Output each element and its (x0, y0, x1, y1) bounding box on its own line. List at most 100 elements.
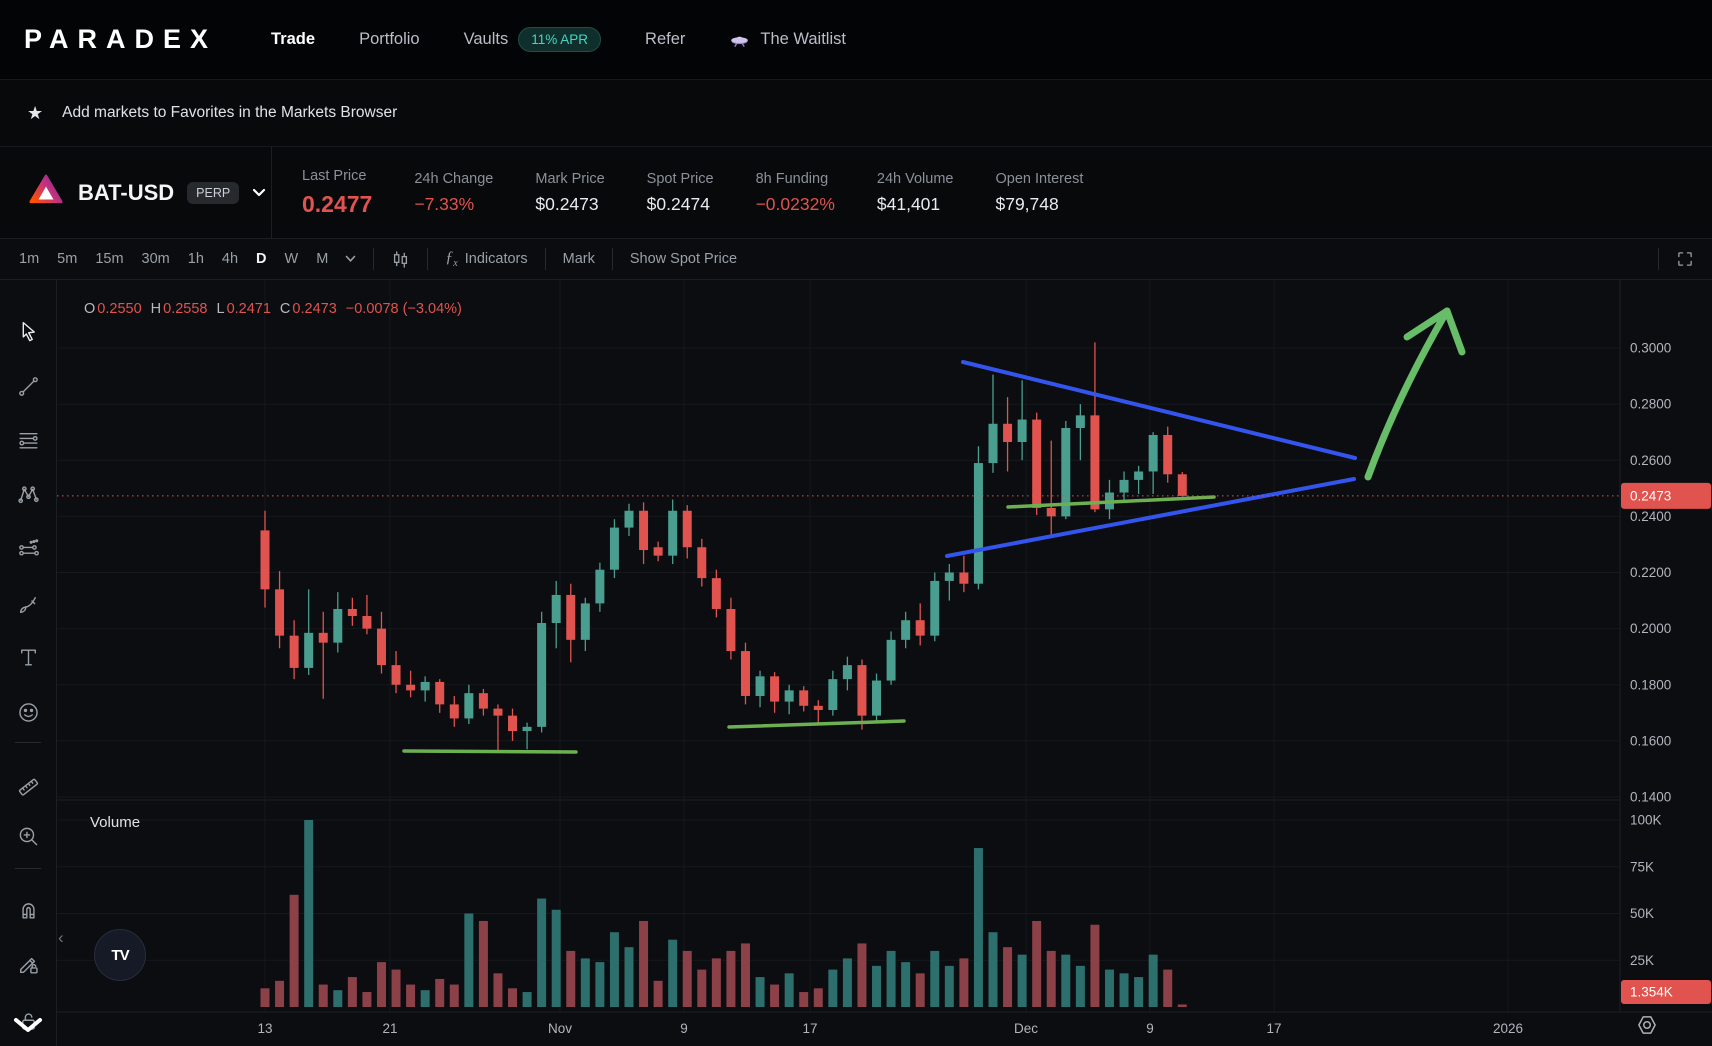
stat-mark-price: Mark Price $0.2473 (535, 171, 604, 215)
svg-text:0.2800: 0.2800 (1630, 397, 1671, 412)
chevron-down-icon[interactable] (252, 184, 266, 202)
nav-item-refer[interactable]: Refer (645, 30, 685, 49)
timeframe-30m[interactable]: 30m (141, 251, 170, 267)
symbol-name: BAT-USD (78, 179, 175, 205)
stat-value: $0.2474 (646, 193, 710, 214)
stat-label: Mark Price (535, 170, 605, 187)
apr-badge: 11% APR (518, 27, 602, 52)
fib-retracement-icon[interactable] (11, 423, 45, 457)
candle-style-button[interactable] (383, 239, 418, 279)
stat-value: $41,401 (876, 193, 941, 214)
stat-value: $79,748 (995, 193, 1059, 214)
drawing-lock-icon[interactable] (11, 947, 45, 981)
timeframe-5m[interactable]: 5m (57, 251, 78, 267)
svg-text:1.354K: 1.354K (1630, 985, 1673, 1000)
timeframe-m[interactable]: M (316, 251, 329, 267)
svg-text:2026: 2026 (1493, 1021, 1523, 1036)
nav-item-portfolio[interactable]: Portfolio (359, 30, 420, 49)
chevron-down-icon[interactable] (12, 1018, 44, 1038)
volume-bars-layer (260, 820, 1187, 1007)
rail-divider (15, 868, 41, 869)
stat-value: $0.2473 (535, 193, 599, 214)
rail-divider (15, 742, 41, 743)
toolbar-separator (373, 248, 375, 270)
pane-borders (0, 280, 1712, 1013)
market-type-badge: PERP (187, 181, 240, 204)
svg-text:9: 9 (1146, 1021, 1154, 1036)
brush-icon[interactable] (11, 587, 45, 621)
fullscreen-icon[interactable] (1668, 250, 1702, 268)
support-line-1 (402, 749, 578, 754)
stat-label: Last Price (302, 167, 367, 184)
star-icon: ★ (27, 102, 44, 123)
chart-toolbar: 1m 5m 15m 30m 1h 4h D W M ƒx Indicators Mark Sho… (0, 238, 1712, 280)
timeframe-1h[interactable]: 1h (187, 251, 204, 267)
svg-text:0.2600: 0.2600 (1630, 453, 1671, 468)
svg-text:0.1400: 0.1400 (1630, 790, 1671, 805)
indicators-button[interactable]: ƒx Indicators (445, 248, 528, 270)
market-selector[interactable]: BAT-USD PERP (0, 147, 272, 238)
show-spot-price-toggle[interactable]: Show Spot Price (629, 251, 738, 267)
zoom-in-icon[interactable] (11, 819, 45, 853)
stat-label: Spot Price (646, 170, 714, 187)
axis-settings-gear-icon[interactable] (1634, 1012, 1660, 1043)
toolbar-separator (611, 248, 613, 270)
breakout-arrow-shaft (1364, 307, 1451, 481)
toolbar-separator (427, 248, 429, 270)
svg-text:0.1600: 0.1600 (1630, 733, 1671, 748)
text-icon[interactable] (11, 640, 45, 674)
pennant-lower-trendline (945, 477, 1356, 558)
nav-item-trade[interactable]: Trade (271, 30, 315, 49)
nav-item-vaults[interactable]: Vaults 11% APR (464, 27, 602, 52)
svg-text:0.3000: 0.3000 (1630, 341, 1671, 356)
nav-item-label: The Waitlist (760, 30, 846, 48)
mark-price-toggle[interactable]: Mark (562, 251, 595, 267)
breakout-arrow-barb-left (1403, 307, 1451, 341)
svg-text:25K: 25K (1630, 953, 1654, 968)
timeframe-1m[interactable]: 1m (19, 251, 40, 267)
stat-open-interest: Open Interest $79,748 (995, 171, 1083, 215)
timeframe-d[interactable]: D (256, 251, 267, 267)
chevron-left-icon[interactable]: ‹ (58, 928, 64, 947)
stat-label: Open Interest (995, 170, 1084, 187)
trend-line-icon[interactable] (11, 369, 45, 403)
stat-value: −0.0232% (755, 193, 835, 214)
forecast-icon[interactable] (11, 531, 45, 565)
market-bar: BAT-USD PERP Last Price 0.2477 24h Change −… (0, 147, 1712, 238)
svg-text:50K: 50K (1630, 906, 1654, 921)
paradex-logo[interactable]: PARADEX (24, 24, 218, 54)
stat-24h-change: 24h Change −7.33% (414, 171, 493, 215)
emoji-icon[interactable] (11, 695, 45, 729)
magnet-icon[interactable] (11, 892, 45, 926)
volume-pane-label: Volume (90, 814, 141, 831)
timeframe-4h[interactable]: 4h (221, 251, 239, 267)
nav-item-label: Refer (645, 30, 686, 48)
svg-text:0.2000: 0.2000 (1630, 621, 1671, 636)
nav-item-the-waitlist[interactable]: The Waitlist (729, 30, 846, 49)
toolbar-separator (1658, 248, 1659, 270)
timeframe-w[interactable]: W (284, 251, 299, 267)
favorites-banner: ★ Add markets to Favorites in the Market… (0, 79, 1712, 147)
stat-24h-volume: 24h Volume $41,401 (877, 171, 954, 215)
chart-canvas[interactable]: 0.3000 0.2800 0.2600 0.2400 0.2200 0.2000 0.18… (0, 280, 1712, 1046)
support-line-3 (1006, 495, 1216, 509)
svg-text:0.2400: 0.2400 (1630, 509, 1671, 524)
cursor-icon[interactable] (11, 314, 45, 348)
svg-text:0.1800: 0.1800 (1630, 677, 1671, 692)
drawing-tools-rail (0, 280, 57, 1046)
svg-text:0.2200: 0.2200 (1630, 565, 1671, 580)
svg-text:100K: 100K (1630, 813, 1662, 828)
support-line-2 (727, 719, 906, 729)
chart-region: 0.3000 0.2800 0.2600 0.2400 0.2200 0.2000 0.18… (0, 280, 1712, 1046)
timeframe-expand-chevron-icon[interactable] (337, 239, 364, 279)
market-stats: Last Price 0.2477 24h Change −7.33% Mark Pri… (272, 147, 1712, 238)
ufo-icon (729, 31, 750, 48)
tradingview-logo[interactable]: TV (94, 929, 146, 981)
timeframe-15m[interactable]: 15m (95, 251, 124, 267)
toolbar-separator (544, 248, 546, 270)
ruler-icon[interactable] (11, 769, 45, 803)
ohlc-legend: O 0.2550 H 0.2558 L 0.2471 C 0.2473 −0.0078 … (84, 301, 462, 317)
xabcd-pattern-icon[interactable] (11, 477, 45, 511)
svg-text:17: 17 (802, 1021, 817, 1036)
stat-label: 24h Change (414, 170, 494, 187)
